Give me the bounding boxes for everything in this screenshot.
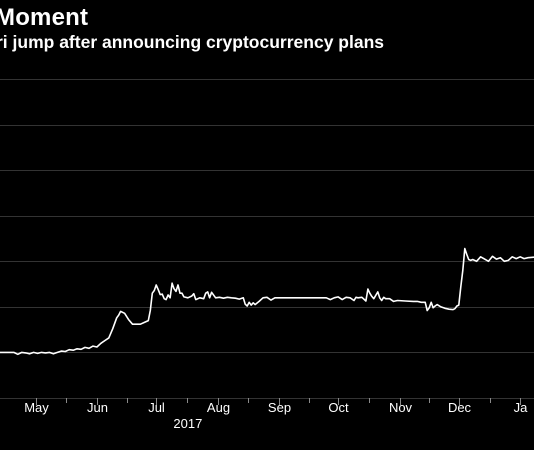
x-tick-label: Aug	[207, 400, 230, 415]
chart-title: Moment	[0, 4, 89, 31]
year-label: 2017	[173, 416, 202, 431]
x-tick-label: Jun	[87, 400, 108, 415]
x-tick-label: Sep	[268, 400, 291, 415]
x-tick-label: May	[24, 400, 49, 415]
x-tick-label: Dec	[448, 400, 472, 415]
gridlines	[0, 79, 534, 399]
x-axis-ticks	[36, 398, 521, 405]
chart-subtitle: ri jump after announcing cryptocurrency …	[0, 32, 384, 52]
series-layer	[0, 247, 534, 356]
x-axis-labels: May Jun Jul Aug Sep Oct Nov Dec Ja 2017	[24, 400, 528, 431]
x-tick-label: Oct	[328, 400, 349, 415]
x-tick-label: Ja	[514, 400, 529, 415]
x-tick-label: Jul	[148, 400, 165, 415]
x-tick-label: Nov	[389, 400, 413, 415]
series-line	[0, 247, 534, 356]
